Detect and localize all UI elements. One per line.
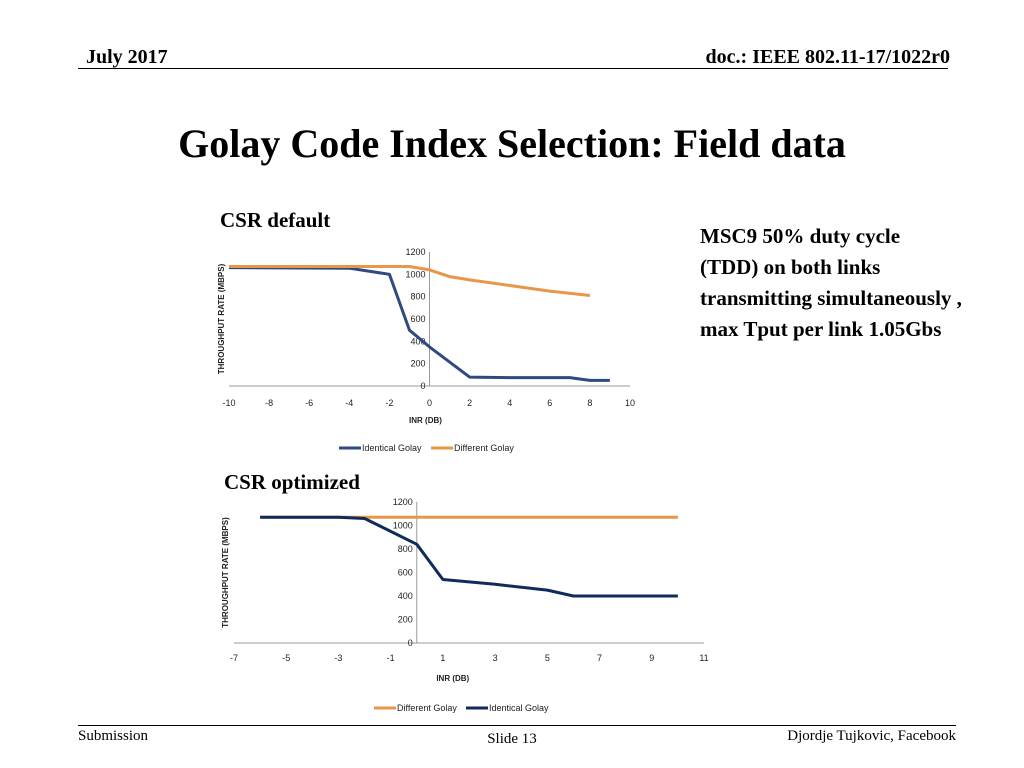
x-tick-label: 5	[545, 653, 550, 663]
x-tick-label: 0	[427, 398, 432, 408]
x-axis-label: INR (DB)	[409, 416, 442, 425]
legend-label-different-golay: Different Golay	[397, 703, 457, 713]
y-tick-label: 200	[410, 359, 425, 369]
x-axis-label: INR (DB)	[436, 674, 469, 683]
slide-title: Golay Code Index Selection: Field data	[178, 121, 846, 166]
series-line-different-golay	[229, 265, 591, 297]
header-doc-id: doc.: IEEE 802.11-17/1022r0	[705, 46, 950, 68]
x-tick-label: 4	[507, 398, 512, 408]
header-rule	[78, 68, 948, 69]
y-axis-label: THROUGHPUT RATE (MBPS)	[221, 517, 230, 628]
y-tick-label: 1200	[393, 497, 413, 507]
x-tick-label: 2	[467, 398, 472, 408]
chart1-heading: CSR default	[220, 208, 331, 232]
y-tick-label: 400	[410, 336, 425, 346]
footer-submission: Submission	[78, 728, 149, 744]
y-tick-label: 600	[410, 314, 425, 324]
x-tick-label: 9	[649, 653, 654, 663]
x-tick-label: -2	[385, 398, 393, 408]
y-tick-label: 1000	[405, 269, 425, 279]
header-date: July 2017	[86, 46, 168, 68]
series-line-identical-golay	[228, 266, 610, 382]
x-tick-label: -3	[334, 653, 342, 663]
y-tick-label: 600	[398, 568, 413, 578]
chart2-heading: CSR optimized	[224, 470, 360, 494]
y-tick-label: 0	[408, 638, 413, 648]
x-tick-label: -10	[222, 398, 235, 408]
x-tick-label: -4	[345, 398, 353, 408]
y-tick-label: 800	[398, 544, 413, 554]
x-tick-label: -6	[305, 398, 313, 408]
footer-author: Djordje Tujkovic, Facebook	[787, 728, 956, 744]
legend-label-identical-golay: Identical Golay	[362, 443, 422, 453]
chart-csr-default: 0 200 400 600 800 1000 1200 -10 -8 -6 -4 -2 0 2 4 6 8 10 I…	[217, 247, 635, 453]
x-tick-label: 7	[597, 653, 602, 663]
x-tick-label: 6	[547, 398, 552, 408]
y-tick-label: 0	[420, 381, 425, 391]
chart-csr-optimized: 0 200 400 600 800 1000 1200 -7 -5 -3 -1 1 3 5 7 9 11 INR …	[221, 497, 709, 713]
test-conditions-note: MSC9 50% duty cycle (TDD) on both links …	[700, 224, 962, 341]
footer-rule	[78, 725, 956, 726]
x-tick-label: -5	[282, 653, 290, 663]
y-tick-label: 1200	[405, 247, 425, 257]
y-axis-label: THROUGHPUT RATE (MBPS)	[217, 263, 226, 374]
x-tick-label: 10	[625, 398, 635, 408]
y-tick-label: 400	[398, 591, 413, 601]
x-tick-label: -7	[230, 653, 238, 663]
y-tick-label: 200	[398, 615, 413, 625]
x-tick-label: 1	[440, 653, 445, 663]
x-tick-label: -1	[387, 653, 395, 663]
series-line-identical-golay	[260, 515, 678, 598]
y-tick-label: 1000	[393, 521, 413, 531]
legend-label-identical-golay: Identical Golay	[489, 703, 549, 713]
footer-slide-number: Slide 13	[487, 731, 537, 747]
legend-label-different-golay: Different Golay	[454, 443, 514, 453]
x-tick-label: 8	[587, 398, 592, 408]
y-tick-label: 800	[410, 292, 425, 302]
x-tick-label: 3	[493, 653, 498, 663]
x-tick-label: 11	[699, 653, 708, 663]
x-tick-label: -8	[265, 398, 273, 408]
